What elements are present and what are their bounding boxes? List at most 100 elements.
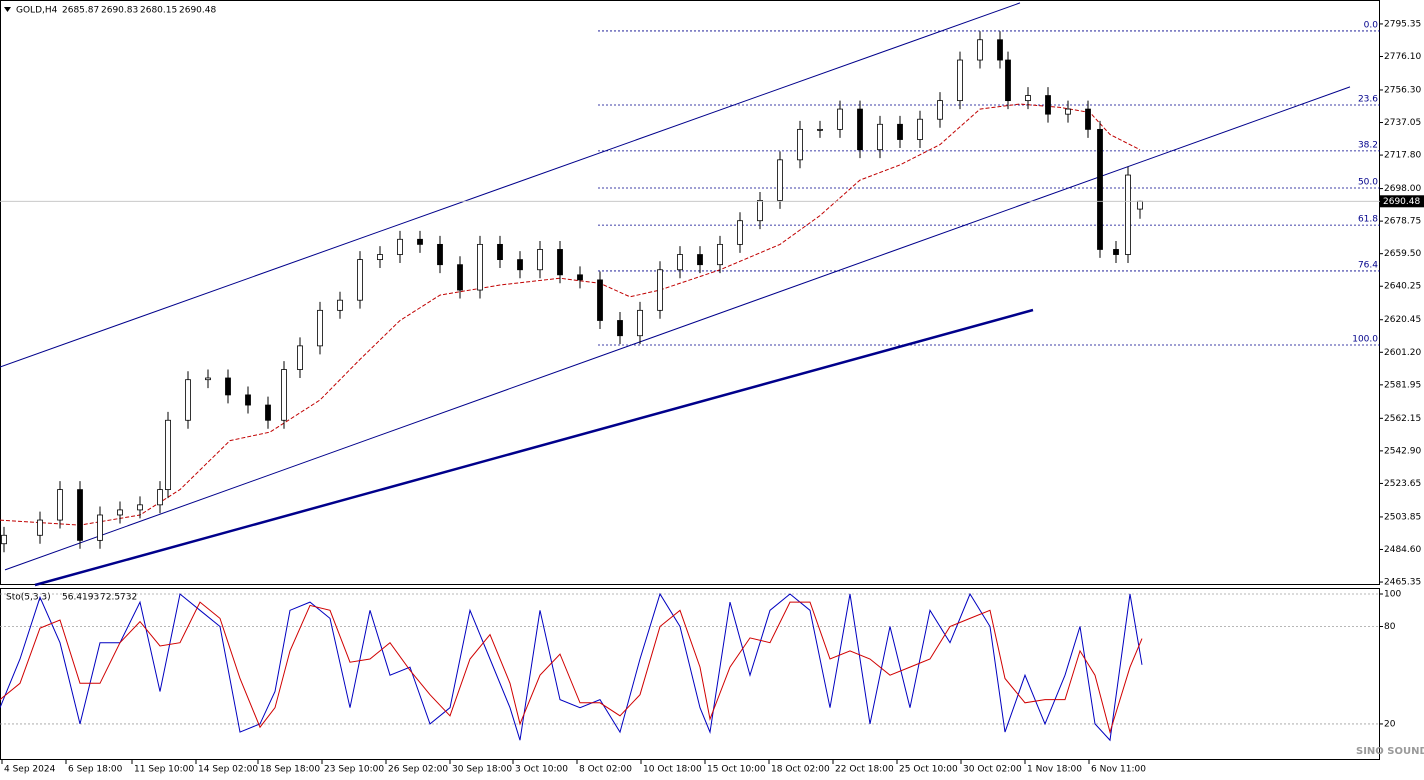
last-price-box	[1380, 195, 1424, 208]
oscillator-main-value: 56.4193	[62, 593, 99, 603]
x-tick-label: 3 Oct 10:00	[515, 765, 568, 775]
y-tick-label: 2503.85	[1384, 512, 1421, 522]
y-tick-label: 2601.20	[1384, 348, 1421, 358]
candle-body	[917, 118, 923, 140]
price-panel-frame	[0, 0, 1380, 585]
x-tick-label: 30 Sep 18:00	[452, 765, 512, 775]
candle-body	[1125, 174, 1131, 255]
fibonacci-label: 23.6	[1358, 95, 1378, 105]
candle-body	[281, 369, 287, 421]
candle-body	[637, 309, 643, 337]
candle-body	[317, 309, 323, 347]
candle-body	[417, 238, 423, 245]
y-tick-label: 2484.60	[1384, 545, 1421, 555]
header-low: 2680.15	[140, 6, 177, 16]
x-tick-label: 6 Sep 18:00	[68, 765, 123, 775]
fibonacci-label: 0.0	[1364, 20, 1379, 30]
header-high: 2690.83	[101, 6, 138, 16]
candle-body	[437, 243, 443, 266]
moving-average	[0, 103, 1141, 526]
y-tick-label: 2523.65	[1384, 479, 1421, 489]
candle-body	[1, 534, 7, 545]
candle-body	[757, 200, 763, 222]
x-tick-label: 14 Sep 02:00	[198, 765, 258, 775]
candle-body	[37, 519, 43, 536]
trend-line	[4, 86, 1351, 571]
candle-body	[357, 259, 363, 301]
trend-line	[34, 308, 1034, 587]
candle-body	[137, 504, 143, 511]
x-tick-label: 11 Sep 10:00	[134, 765, 194, 775]
candle-body	[557, 249, 563, 276]
candle-body	[577, 274, 583, 281]
candle-body	[377, 254, 383, 261]
candle-body	[97, 514, 103, 541]
y-tick-label: 2795.35	[1384, 19, 1421, 29]
collapse-icon[interactable]	[4, 7, 11, 12]
x-tick-label: 26 Sep 02:00	[388, 765, 448, 775]
fibonacci-label: 38.2	[1358, 140, 1378, 150]
candle-body	[497, 243, 503, 261]
candle-body	[57, 489, 63, 521]
candle-body	[977, 39, 983, 61]
x-tick-label: 18 Sep 18:00	[260, 765, 320, 775]
oscillator-line	[0, 592, 1143, 742]
candle-body	[657, 269, 663, 311]
header-open: 2685.87	[62, 6, 99, 16]
x-tick-label: 22 Oct 18:00	[835, 765, 894, 775]
y-tick-label: 2698.00	[1384, 184, 1421, 194]
fibonacci-label: 61.8	[1358, 215, 1378, 225]
oscillator-title: Sto(5,3,3)	[6, 593, 51, 603]
candle-body	[1085, 108, 1091, 130]
candle-body	[1005, 59, 1011, 102]
candle-body	[397, 238, 403, 255]
candle-body	[1045, 95, 1051, 115]
y-tick-label: 2562.15	[1384, 414, 1421, 424]
y-tick-label: 2542.90	[1384, 446, 1421, 456]
y-tick-label: 2620.45	[1384, 315, 1421, 325]
x-tick-label: 25 Oct 10:00	[899, 765, 958, 775]
oscillator-panel-frame	[0, 588, 1380, 760]
candle-body	[897, 123, 903, 140]
candle-body	[957, 59, 963, 102]
candle-body	[117, 509, 123, 516]
candle-body	[165, 419, 171, 491]
y-tick-label: 2776.10	[1384, 52, 1421, 62]
candle-body	[77, 489, 83, 541]
candle-body	[1065, 108, 1071, 115]
candle-body	[1137, 200, 1143, 210]
candle-body	[697, 254, 703, 266]
candle-body	[265, 404, 271, 421]
x-tick-label: 10 Oct 18:00	[643, 765, 702, 775]
y-tick-label: 2756.30	[1384, 85, 1421, 95]
y-tick-label: 2581.95	[1384, 380, 1421, 390]
candle-body	[457, 264, 463, 291]
candle-body	[157, 489, 163, 506]
y-tick-label: 2640.25	[1384, 282, 1421, 292]
fibonacci-label: 76.4	[1358, 260, 1378, 270]
x-tick-label: 6 Nov 11:00	[1091, 765, 1146, 775]
candle-body	[937, 100, 943, 120]
candle-body	[597, 279, 603, 321]
y-tick-label: 100	[1384, 590, 1401, 600]
x-tick-label: 4 Sep 2024	[4, 765, 56, 775]
y-tick-label: 80	[1384, 622, 1396, 632]
candle-body	[337, 299, 343, 311]
x-tick-label: 1 Nov 18:00	[1027, 765, 1082, 775]
candle-body	[817, 128, 823, 131]
candle-body	[737, 220, 743, 245]
candle-body	[1113, 249, 1119, 255]
candle-body	[185, 379, 191, 421]
candle-body	[717, 243, 723, 266]
x-tick-label: 8 Oct 02:00	[579, 765, 632, 775]
x-tick-label: 23 Sep 10:00	[324, 765, 384, 775]
candle-body	[245, 394, 251, 406]
candle-body	[297, 345, 303, 370]
candle-body	[225, 377, 231, 396]
header-close: 2690.48	[179, 6, 216, 16]
y-tick-label: 2678.75	[1384, 217, 1421, 227]
x-tick-label: 30 Oct 02:00	[963, 765, 1022, 775]
watermark: SINO SOUND	[1356, 746, 1424, 757]
